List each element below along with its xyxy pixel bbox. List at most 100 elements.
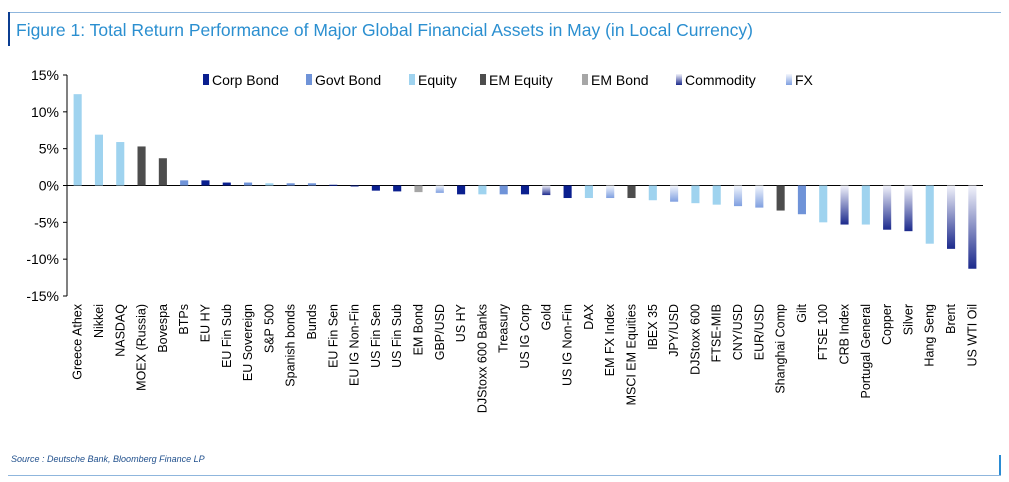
bar bbox=[968, 185, 977, 269]
x-tick-label: EUR/USD bbox=[752, 304, 766, 360]
x-tick-label: US HY bbox=[454, 303, 468, 342]
x-tick-label: GBP/USD bbox=[433, 304, 447, 360]
bar bbox=[670, 185, 679, 202]
frame-bottom-border bbox=[8, 475, 1001, 476]
x-tick-label: BTPs bbox=[177, 304, 191, 335]
bar bbox=[73, 94, 82, 186]
bar bbox=[158, 158, 167, 186]
bar bbox=[755, 185, 764, 208]
bar bbox=[691, 185, 700, 204]
x-tick-label: Spanish bonds bbox=[284, 304, 298, 387]
bar bbox=[606, 185, 615, 199]
legend: Corp Bond Govt Bond Equity EM Equity EM Bond… bbox=[203, 72, 814, 88]
x-tick-label: US Fin Sub bbox=[390, 304, 404, 368]
bar bbox=[393, 185, 402, 192]
x-tick-label: Copper bbox=[880, 304, 894, 345]
x-tick-label: Gold bbox=[539, 304, 553, 330]
bar bbox=[499, 185, 508, 195]
bar bbox=[478, 185, 487, 195]
x-tick-label: Brent bbox=[944, 303, 958, 333]
x-tick-label: EM Bond bbox=[411, 304, 425, 355]
bar bbox=[94, 134, 104, 186]
x-tick-label: EU IG Non-Fin bbox=[348, 304, 362, 386]
legend-label: EM Equity bbox=[489, 72, 553, 88]
bar bbox=[180, 180, 189, 186]
x-axis-labels: Greece Athex Nikkei NASDAQ MOEX (Russia) Bov… bbox=[71, 303, 980, 413]
frame-right-accent bbox=[999, 455, 1001, 475]
legend-swatch bbox=[409, 74, 415, 85]
bar bbox=[457, 185, 466, 195]
x-tick-label: EU Fin Sen bbox=[326, 304, 340, 368]
legend-label: FX bbox=[795, 72, 814, 88]
bar bbox=[946, 185, 956, 249]
x-tick-label: Silver bbox=[901, 304, 915, 335]
x-tick-label: JPY/USD bbox=[667, 304, 681, 357]
legend-label: Corp Bond bbox=[212, 72, 279, 88]
legend-swatch bbox=[203, 74, 209, 85]
bar bbox=[414, 185, 423, 193]
y-tick-label: -15% bbox=[26, 288, 59, 304]
bar bbox=[925, 185, 934, 244]
x-tick-label: Greece Athex bbox=[71, 303, 85, 379]
legend-label: Commodity bbox=[685, 72, 756, 88]
bar bbox=[265, 183, 274, 186]
legend-label: EM Bond bbox=[591, 72, 649, 88]
legend-swatch bbox=[786, 74, 792, 85]
bar bbox=[286, 183, 295, 186]
x-tick-label: DJStoxx 600 Banks bbox=[475, 304, 489, 413]
bar bbox=[584, 185, 593, 199]
bar bbox=[116, 142, 125, 186]
x-tick-label: EU Fin Sub bbox=[220, 304, 234, 368]
x-tick-label: US IG Non-Fin bbox=[561, 304, 575, 386]
bars bbox=[73, 94, 977, 269]
x-tick-label: CRB Index bbox=[838, 303, 852, 364]
bar bbox=[201, 180, 210, 186]
legend-swatch bbox=[676, 74, 682, 85]
bar bbox=[137, 146, 146, 186]
legend-label: Equity bbox=[418, 72, 457, 88]
bar bbox=[776, 185, 785, 211]
y-tick-label: 10% bbox=[31, 104, 59, 120]
bar bbox=[222, 182, 231, 186]
legend-swatch bbox=[306, 74, 312, 85]
x-tick-label: EU Sovereign bbox=[241, 304, 255, 381]
x-tick-label: NASDAQ bbox=[113, 304, 127, 357]
bar bbox=[733, 185, 743, 207]
x-tick-label: FTSE 100 bbox=[816, 304, 830, 360]
frame-top-border bbox=[8, 12, 1001, 13]
x-tick-label: S&P 500 bbox=[262, 304, 276, 353]
x-tick-label: MSCI EM Equities bbox=[625, 304, 639, 405]
x-tick-label: Treasury bbox=[497, 303, 511, 353]
bar bbox=[904, 185, 913, 232]
bar bbox=[435, 185, 444, 193]
y-tick-label: 5% bbox=[39, 141, 59, 157]
bar bbox=[648, 185, 657, 201]
bar bbox=[563, 185, 572, 199]
x-tick-label: Shanghai Comp bbox=[774, 304, 788, 394]
x-tick-label: Nikkei bbox=[92, 304, 106, 338]
bar bbox=[861, 185, 870, 225]
x-tick-label: US WTI Oil bbox=[965, 304, 979, 367]
legend-swatch bbox=[582, 74, 588, 85]
x-tick-label: US IG Corp bbox=[518, 304, 532, 369]
bar bbox=[840, 185, 849, 225]
legend-swatch bbox=[480, 74, 486, 85]
bar bbox=[542, 185, 551, 196]
bar bbox=[371, 185, 380, 191]
frame-left-accent bbox=[8, 12, 10, 46]
x-tick-label: EM FX Index bbox=[603, 303, 617, 376]
x-tick-label: DJStoxx 600 bbox=[688, 304, 702, 375]
x-tick-label: MOEX (Russia) bbox=[135, 304, 149, 391]
bar bbox=[329, 184, 338, 186]
x-tick-label: FTSE-MIB bbox=[710, 304, 724, 362]
y-tick-label: -5% bbox=[34, 214, 59, 230]
bar bbox=[350, 185, 359, 187]
bar bbox=[819, 185, 828, 223]
x-tick-label: DAX bbox=[582, 303, 596, 329]
y-tick-label: -10% bbox=[26, 251, 59, 267]
bar bbox=[244, 182, 253, 186]
x-tick-label: Portugal General bbox=[859, 304, 873, 399]
bar bbox=[307, 183, 317, 186]
x-tick-label: CNY/USD bbox=[731, 304, 745, 360]
